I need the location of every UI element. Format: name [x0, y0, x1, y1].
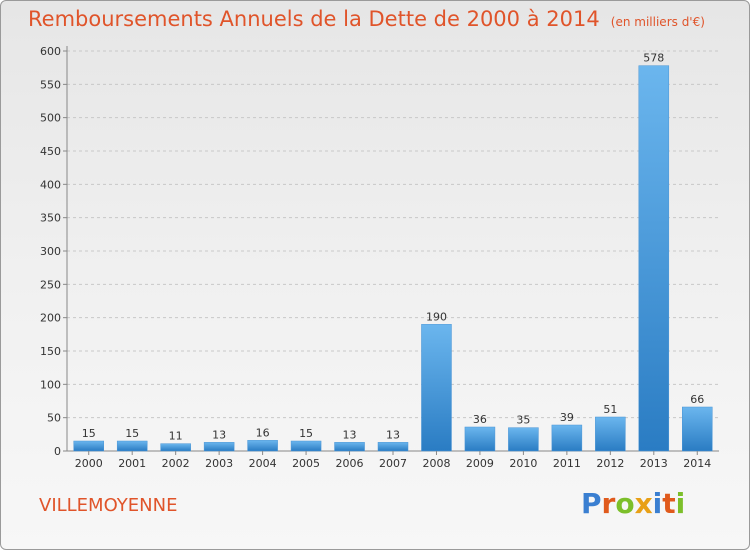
- bar: [247, 440, 278, 452]
- value-label: 35: [516, 414, 530, 427]
- value-label: 16: [256, 426, 270, 439]
- logo-letter: P: [581, 487, 602, 520]
- y-tick-label: 200: [40, 312, 61, 325]
- logo-letter: r: [601, 487, 616, 520]
- value-label: 11: [169, 430, 183, 443]
- value-label: 51: [603, 403, 617, 416]
- logo-letter: i: [652, 487, 663, 520]
- x-tick-label: 2004: [249, 457, 277, 470]
- x-tick-label: 2003: [205, 457, 233, 470]
- y-tick-label: 0: [54, 445, 61, 458]
- bar: [682, 406, 713, 452]
- x-tick-label: 2013: [640, 457, 668, 470]
- bar: [508, 427, 539, 452]
- chart-subtitle: (en milliers d'€): [610, 15, 705, 29]
- bar: [203, 442, 235, 452]
- x-tick-label: 2007: [379, 457, 407, 470]
- y-tick-label: 350: [40, 212, 61, 225]
- y-tick-label: 450: [40, 145, 61, 158]
- chart-title-main: Remboursements Annuels de la Dette de 20…: [28, 7, 600, 31]
- bar: [160, 443, 191, 452]
- x-tick-label: 2012: [596, 457, 624, 470]
- value-label: 15: [125, 427, 139, 440]
- bar: [377, 442, 409, 452]
- bar: [595, 416, 626, 452]
- value-label: 190: [426, 310, 447, 323]
- x-tick-label: 2008: [422, 457, 450, 470]
- value-label: 66: [690, 393, 704, 406]
- x-tick-label: 2009: [466, 457, 494, 470]
- y-tick-label: 500: [40, 112, 61, 125]
- x-tick-label: 2001: [118, 457, 146, 470]
- y-tick-label: 100: [40, 378, 61, 391]
- x-tick-label: 2011: [553, 457, 581, 470]
- logo-letter: i: [675, 487, 686, 520]
- bar: [464, 426, 496, 452]
- bar: [73, 440, 104, 452]
- value-label: 15: [82, 427, 96, 440]
- x-tick-label: 2014: [683, 457, 711, 470]
- x-tick-label: 2000: [75, 457, 103, 470]
- value-label: 15: [299, 427, 313, 440]
- commune-name: VILLEMOYENNE: [39, 495, 178, 516]
- y-tick-label: 400: [40, 178, 61, 191]
- bar: [334, 442, 365, 452]
- value-label: 13: [343, 428, 357, 441]
- chart-title: Remboursements Annuels de la Dette de 20…: [28, 7, 705, 31]
- bar: [116, 440, 148, 452]
- x-tick-label: 2005: [292, 457, 320, 470]
- y-tick-label: 600: [40, 45, 61, 58]
- bar: [551, 424, 583, 452]
- value-label: 578: [643, 52, 664, 65]
- logo-letter: x: [634, 487, 653, 520]
- logo-letter: o: [615, 487, 635, 520]
- y-tick-label: 550: [40, 78, 61, 91]
- proxiti-logo: Proxiti: [581, 487, 685, 520]
- bar: [638, 65, 670, 452]
- value-label: 36: [473, 413, 487, 426]
- y-tick-label: 300: [40, 245, 61, 258]
- y-tick-label: 250: [40, 278, 61, 291]
- value-label: 39: [560, 411, 574, 424]
- logo-letter: t: [662, 487, 676, 520]
- x-tick-label: 2002: [162, 457, 190, 470]
- bar: [421, 324, 452, 452]
- y-tick-label: 50: [47, 412, 61, 425]
- value-label: 13: [212, 428, 226, 441]
- value-label: 13: [386, 428, 400, 441]
- x-tick-label: 2006: [336, 457, 364, 470]
- bar: [290, 440, 322, 452]
- x-tick-label: 2010: [509, 457, 537, 470]
- y-tick-label: 150: [40, 345, 61, 358]
